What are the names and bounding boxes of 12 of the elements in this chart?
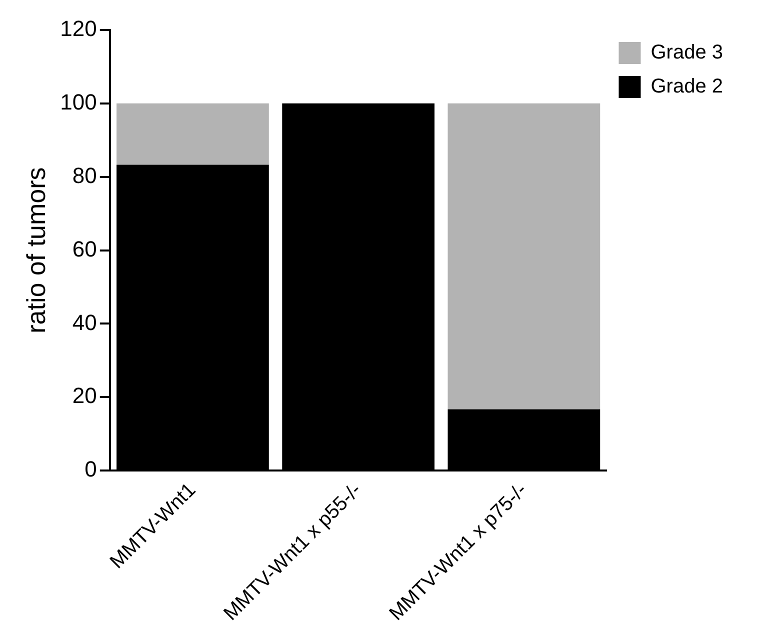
y-tick-label: 100 [60,89,97,114]
y-tick-label: 20 [72,383,97,408]
legend-label: Grade 2 [650,76,723,98]
y-tick-label: 60 [72,236,97,262]
y-tick-label: 80 [72,162,97,188]
y-tick-label: 40 [72,310,97,335]
legend-label: Grade 3 [650,42,723,64]
y-axis-title: ratio of tumors [20,167,51,334]
y-tick-label: 120 [60,16,97,42]
y-tick-label: 0 [84,456,97,482]
bar [448,103,600,410]
bar [116,103,269,165]
